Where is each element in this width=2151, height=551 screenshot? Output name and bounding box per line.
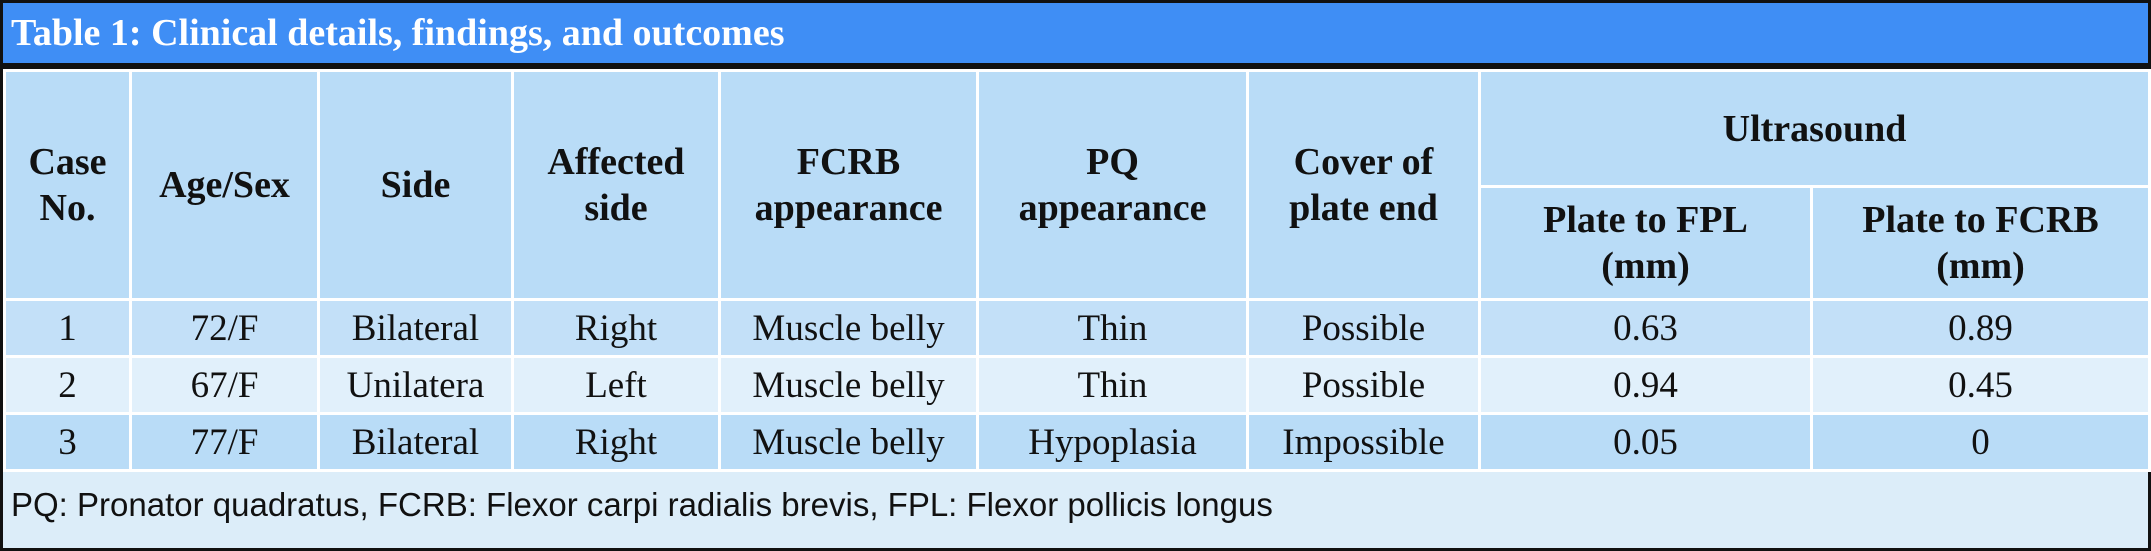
table-row: 1 72/F Bilateral Right Muscle belly Thin Possi… [3, 298, 2151, 358]
header-cell: Case No. [3, 69, 132, 301]
table-cell: Bilateral [317, 412, 514, 472]
table: Case No. Age/Sex Side Affected side FCRB… [3, 69, 2151, 472]
table-body: 1 72/F Bilateral Right Muscle belly Thin Possi… [3, 298, 2151, 472]
table-cell: 77/F [129, 412, 320, 472]
header-cell: PQ appearance [976, 69, 1249, 301]
table-cell: 2 [3, 355, 132, 415]
table-cell: 0.05 [1478, 412, 1813, 472]
table-cell: Bilateral [317, 298, 514, 358]
table-cell: Possible [1246, 355, 1481, 415]
table-cell: 0.45 [1810, 355, 2151, 415]
subheader-cell: Plate to FPL (mm) [1478, 185, 1813, 301]
table-cell: 0.89 [1810, 298, 2151, 358]
table-cell: Left [511, 355, 721, 415]
table-cell: Muscle belly [718, 412, 979, 472]
table-cell: Thin [976, 298, 1249, 358]
table-cell: Muscle belly [718, 298, 979, 358]
table-row: 3 77/F Bilateral Right Muscle belly Hypoplasi… [3, 412, 2151, 472]
table-cell: 0 [1810, 412, 2151, 472]
table-cell: Possible [1246, 298, 1481, 358]
header-group: Ultrasound [1478, 69, 2151, 188]
table-cell: 0.94 [1478, 355, 1813, 415]
header-cell: FCRB appearance [718, 69, 979, 301]
table-cell: Thin [976, 355, 1249, 415]
subheader-cell: Plate to FCRB (mm) [1810, 185, 2151, 301]
table-cell: Hypoplasia [976, 412, 1249, 472]
table-cell: Muscle belly [718, 355, 979, 415]
header-cell: Cover of plate end [1246, 69, 1481, 301]
footnote: PQ: Pronator quadratus, FCRB: Flexor car… [3, 472, 2148, 538]
table-row: 2 67/F Unilatera Left Muscle belly Thin Possib… [3, 355, 2151, 415]
table-cell: 3 [3, 412, 132, 472]
table-cell: 1 [3, 298, 132, 358]
header-cell: Side [317, 69, 514, 301]
table-cell: 0.63 [1478, 298, 1813, 358]
table-cell: 72/F [129, 298, 320, 358]
table-cell: Impossible [1246, 412, 1481, 472]
table-cell: Right [511, 298, 721, 358]
table-cell: 67/F [129, 355, 320, 415]
table-cell: Unilatera [317, 355, 514, 415]
table-cell: Right [511, 412, 721, 472]
table-title: Table 1: Clinical details, findings, and… [3, 3, 2148, 69]
header-cell: Age/Sex [129, 69, 320, 301]
header-cell: Affected side [511, 69, 721, 301]
